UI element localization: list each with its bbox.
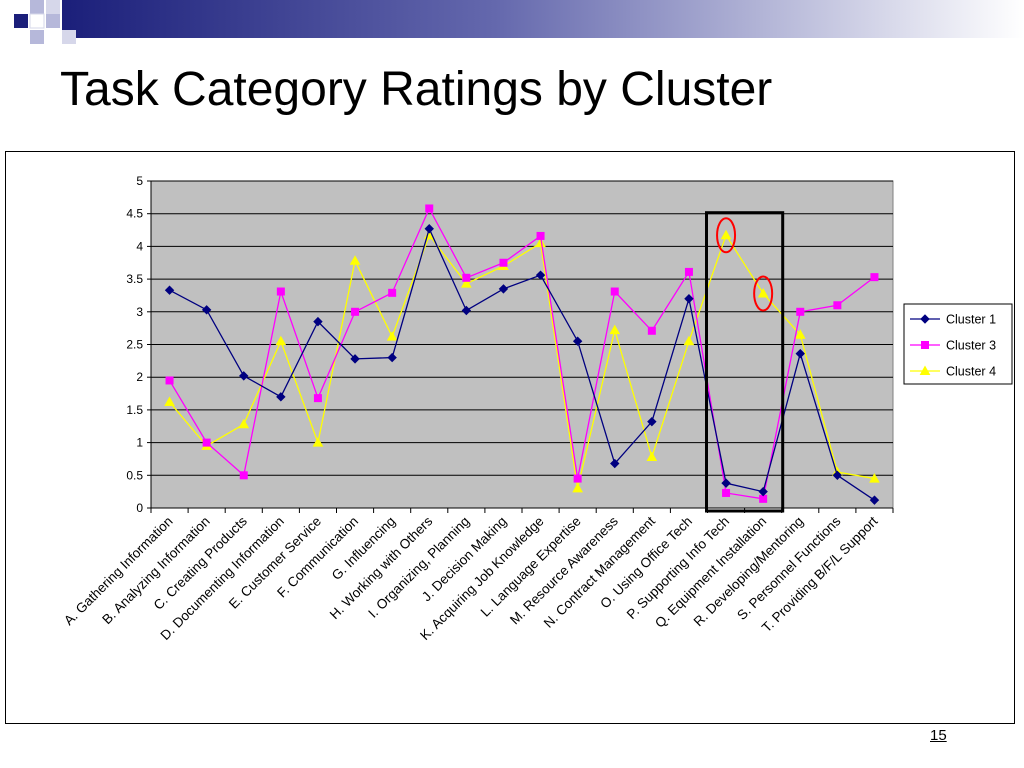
y-tick-label: 2 (136, 370, 143, 384)
data-point-cluster-3 (870, 273, 879, 282)
data-point-cluster-4 (572, 482, 584, 493)
data-point-cluster-3 (647, 326, 656, 335)
highlight-ellipse (716, 217, 737, 254)
chart-frame: 0 0.5 1 1.5 2 2.5 3 3.5 4 4.5 5 A. Gathering Inform… (5, 151, 1015, 724)
data-point-cluster-1 (387, 352, 397, 363)
data-point-cluster-4 (238, 418, 250, 429)
y-tick-label: 3 (136, 305, 143, 319)
data-point-cluster-4 (794, 329, 806, 339)
series-line-cluster-3 (168, 206, 875, 500)
header-square (29, 13, 45, 29)
data-point-cluster-1 (313, 316, 323, 327)
data-point-cluster-3 (499, 258, 508, 267)
data-point-cluster-1 (572, 336, 583, 346)
data-point-cluster-1 (424, 224, 434, 234)
y-tick-label: 4.5 (126, 207, 143, 221)
data-point-cluster-3 (536, 231, 545, 240)
data-point-cluster-3 (684, 267, 693, 276)
data-point-cluster-4 (757, 287, 769, 298)
header-square (46, 14, 60, 28)
header-square (30, 0, 44, 14)
data-point-cluster-1 (684, 294, 694, 304)
data-point-cluster-1 (721, 478, 731, 488)
data-point-cluster-1 (869, 495, 880, 505)
y-tick-label: 4 (136, 239, 143, 253)
data-point-cluster-3 (610, 287, 619, 296)
data-point-cluster-4 (164, 396, 175, 407)
y-tick-label: 2.5 (126, 338, 143, 352)
data-point-cluster-1 (610, 458, 620, 469)
highlight-box (705, 211, 785, 513)
y-tick-label: 1.5 (126, 403, 143, 417)
header-square (30, 30, 44, 44)
data-point-cluster-4 (349, 255, 361, 265)
series-line-cluster-4 (169, 233, 875, 489)
header-square (14, 14, 28, 28)
header-gradient-bar (62, 0, 1024, 38)
data-point-cluster-1 (350, 354, 360, 364)
y-tick-label: 5 (136, 174, 143, 188)
y-tick-label: 1 (136, 436, 143, 450)
data-point-cluster-1 (647, 416, 657, 427)
data-point-cluster-3 (833, 301, 842, 310)
data-point-cluster-1 (795, 348, 805, 359)
legend-label-cluster-3: Cluster 3 (946, 339, 996, 353)
data-point-cluster-4 (312, 437, 324, 447)
data-point-cluster-4 (720, 229, 732, 240)
data-point-cluster-3 (165, 376, 174, 385)
data-point-cluster-3 (573, 474, 582, 483)
data-point-cluster-3 (276, 287, 285, 296)
data-point-cluster-3 (462, 273, 471, 282)
data-point-cluster-4 (535, 237, 546, 248)
data-point-cluster-3 (388, 288, 397, 297)
data-point-cluster-3 (351, 307, 360, 316)
data-point-cluster-1 (461, 305, 472, 316)
legend-label-cluster-1: Cluster 1 (946, 313, 996, 327)
data-point-cluster-1 (498, 284, 509, 294)
y-tick-label: 0 (136, 501, 143, 515)
data-point-cluster-3 (202, 438, 211, 447)
data-point-cluster-1 (276, 392, 286, 402)
data-point-cluster-3 (722, 488, 731, 497)
data-point-cluster-1 (201, 305, 212, 315)
data-point-cluster-1 (164, 285, 175, 295)
highlight-ellipse (753, 275, 774, 312)
legend-marker-cluster-1 (920, 314, 930, 324)
legend-marker-cluster-3 (921, 341, 929, 349)
page-title: Task Category Ratings by Cluster (60, 63, 773, 116)
data-point-cluster-4 (460, 278, 472, 288)
header-decoration (14, 0, 1024, 44)
data-point-cluster-3 (239, 471, 248, 480)
data-point-cluster-1 (832, 470, 843, 481)
y-tick-label: 0.5 (126, 468, 143, 482)
data-point-cluster-4 (869, 473, 880, 483)
data-point-cluster-1 (758, 486, 768, 497)
page-number: 15 (930, 727, 947, 744)
data-point-cluster-4 (683, 335, 695, 346)
data-point-cluster-4 (646, 451, 658, 461)
data-point-cluster-1 (239, 371, 249, 381)
line-chart: 00.511.522.533.544.55A. Gathering Inform… (61, 174, 1013, 643)
y-tick-label: 3.5 (126, 272, 143, 286)
data-point-cluster-1 (535, 270, 546, 280)
header-square (46, 0, 60, 14)
header-square (62, 30, 76, 44)
series-line-cluster-1 (169, 226, 875, 501)
data-point-cluster-4 (275, 335, 287, 346)
data-point-cluster-3 (759, 494, 768, 503)
data-point-cluster-3 (313, 394, 322, 403)
data-point-cluster-4 (609, 324, 621, 335)
legend-marker-cluster-4 (919, 365, 931, 375)
data-point-cluster-3 (796, 307, 805, 316)
legend-label-cluster-4: Cluster 4 (946, 365, 996, 379)
data-point-cluster-4 (386, 331, 398, 341)
data-point-cluster-3 (425, 204, 434, 213)
